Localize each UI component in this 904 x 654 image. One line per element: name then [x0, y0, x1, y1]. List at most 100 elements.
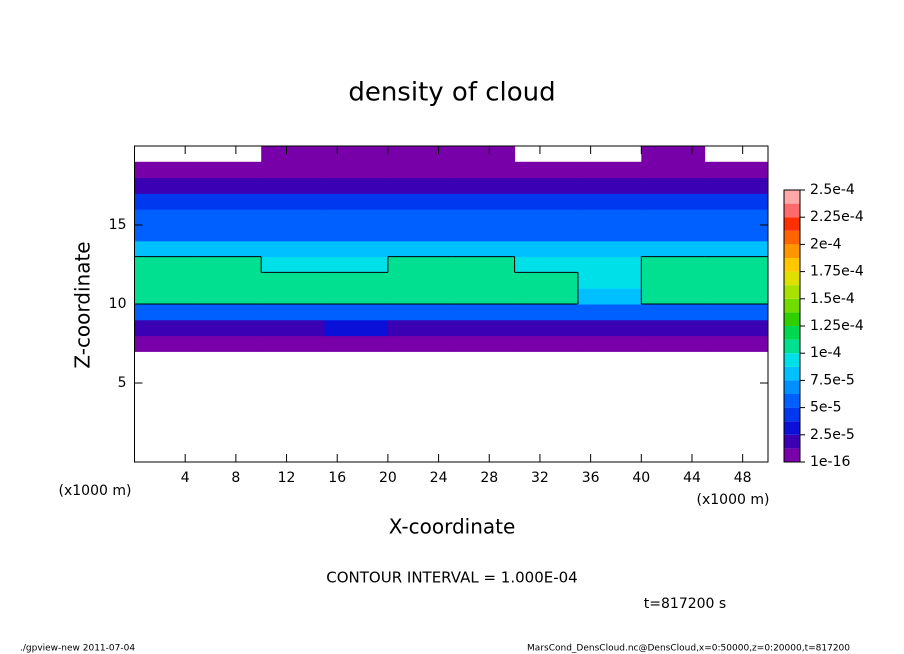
colorbar-tick-label: 2.25e-4: [810, 209, 864, 225]
cell: [134, 209, 199, 226]
cell: [451, 288, 516, 305]
cell: [197, 335, 262, 352]
cell: [134, 161, 199, 179]
cell: [451, 177, 516, 194]
cell: [387, 319, 452, 337]
x-tick-label: 32: [531, 470, 549, 486]
cell: [387, 193, 452, 210]
x-tick-label: 36: [582, 470, 600, 486]
cell: [577, 209, 642, 226]
colorbar-band: [784, 312, 800, 326]
cell: [261, 272, 326, 289]
cell: [451, 319, 516, 337]
cell: [197, 161, 262, 179]
cell: [197, 304, 262, 321]
cell: [704, 335, 769, 352]
cell: [641, 161, 706, 179]
colorbar-tick-label: 2.5e-5: [810, 427, 855, 443]
cell: [324, 161, 389, 179]
time-label: t=817200 s: [644, 596, 726, 612]
cell: [261, 240, 326, 258]
cell: [134, 335, 199, 352]
colorbar-band: [784, 407, 800, 422]
cell: [134, 177, 199, 194]
cell: [641, 335, 706, 352]
y-tick-label: 5: [118, 375, 127, 391]
cell: [197, 272, 262, 289]
cell: [451, 209, 516, 226]
cell: [704, 272, 769, 289]
colorbar-band: [784, 448, 800, 462]
cell: [324, 177, 389, 194]
x-tick-label: 48: [734, 470, 752, 486]
cell: [704, 161, 769, 179]
cell: [514, 304, 579, 321]
cell: [134, 256, 199, 273]
cell: [514, 209, 579, 226]
cell: [451, 146, 516, 163]
cell: [324, 272, 389, 289]
x-tick-label: 4: [181, 470, 190, 486]
cell: [577, 225, 642, 242]
cell: [261, 161, 326, 179]
x-tick-label: 8: [231, 470, 240, 486]
cell: [324, 193, 389, 210]
y-tick-label: 10: [109, 296, 127, 312]
cell: [641, 225, 706, 242]
cell: [197, 256, 262, 273]
cell: [324, 146, 389, 163]
colorbar-band: [784, 271, 800, 286]
colorbar-tick-label: 5e-5: [810, 400, 841, 416]
colorbar-band: [784, 285, 800, 299]
y-unit: (x1000 m): [59, 483, 132, 499]
contour-interval: CONTOUR INTERVAL = 1.000E-04: [326, 569, 577, 587]
cell: [451, 193, 516, 210]
cell: [514, 193, 579, 210]
cell: [197, 288, 262, 305]
cell: [641, 319, 706, 337]
cell: [514, 161, 579, 179]
cell: [577, 256, 642, 273]
cell: [451, 304, 516, 321]
cell: [451, 161, 516, 179]
colorbar-tick-label: 7.5e-5: [810, 372, 855, 388]
cell: [704, 177, 769, 194]
cell: [324, 240, 389, 258]
cell: [641, 288, 706, 305]
colorbar-band: [784, 326, 800, 340]
cell: [577, 240, 642, 258]
cell: [387, 304, 452, 321]
colorbar-band: [784, 258, 800, 272]
colorbar-tick-label: 2.5e-4: [810, 182, 855, 198]
cell: [704, 304, 769, 321]
chart-title: density of cloud: [348, 78, 555, 108]
cell: [387, 177, 452, 194]
cell: [261, 288, 326, 305]
colorbar-band: [784, 394, 800, 408]
cell: [324, 335, 389, 352]
colorbar-band: [784, 380, 800, 394]
cell: [134, 272, 199, 289]
cell: [387, 288, 452, 305]
footer-right: MarsCond_DensCloud.nc@DensCloud,x=0:5000…: [527, 644, 850, 654]
colorbar-band: [784, 203, 800, 218]
cell: [704, 256, 769, 273]
x-tick-label: 40: [632, 470, 650, 486]
cell: [261, 256, 326, 273]
cell: [451, 225, 516, 242]
colorbar-band: [784, 230, 800, 245]
x-tick-label: 44: [683, 470, 701, 486]
cell: [387, 146, 452, 163]
cell: [577, 193, 642, 210]
cell: [641, 193, 706, 210]
cell: [514, 240, 579, 258]
cell: [641, 146, 706, 163]
x-tick-label: 20: [379, 470, 397, 486]
colorbar-band: [784, 244, 800, 258]
colorbar-band: [784, 298, 800, 313]
colorbar-tick-label: 1e-4: [810, 345, 842, 361]
cell: [514, 225, 579, 242]
cell: [577, 319, 642, 337]
cell: [324, 319, 389, 337]
cell: [514, 319, 579, 337]
